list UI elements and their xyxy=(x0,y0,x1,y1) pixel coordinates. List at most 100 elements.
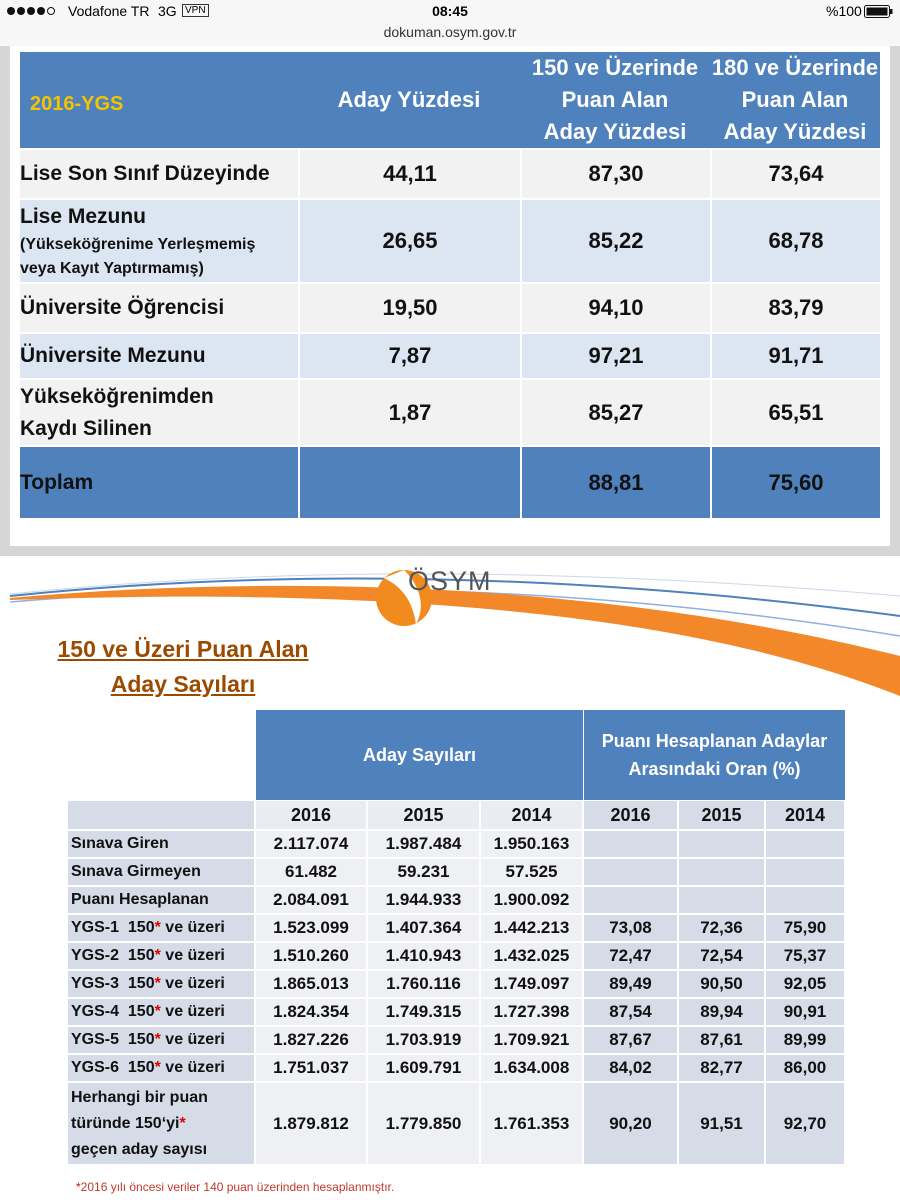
t1-cell: 68,78 xyxy=(710,200,880,282)
text-line: veya Kayıt Yaptırmamış) xyxy=(20,260,204,277)
t1-row-label: Üniversite Öğrencisi xyxy=(20,284,298,332)
t2-cell: 90,20 xyxy=(583,1082,678,1165)
footnote: *2016 yılı öncesi veriler 140 puan üzeri… xyxy=(76,1180,395,1194)
battery: %100 xyxy=(826,3,862,19)
asterisk: * xyxy=(154,919,161,936)
t2-row-label: YGS-4 150* ve üzeri xyxy=(67,998,255,1026)
vpn: VPN xyxy=(182,4,209,17)
t2-cell: 1.760.116 xyxy=(367,970,480,998)
t2-cell: 1.879.812 xyxy=(255,1082,367,1165)
t1-row: Üniversite Mezunu 7,87 97,21 91,71 xyxy=(20,332,880,378)
t1-cell: 19,50 xyxy=(298,284,520,332)
t2-row-label: YGS-6 150* ve üzeri xyxy=(67,1054,255,1082)
text-line: geçen aday sayısı xyxy=(71,1140,208,1158)
slide-title: 150 ve Üzeri Puan Alan Aday Sayıları xyxy=(20,632,346,702)
text-line: YGS-5 150* ve üzeri xyxy=(71,1031,225,1048)
logo-text: ÖSYM xyxy=(408,566,492,596)
t1-cell: 91,71 xyxy=(710,334,880,378)
t1-header-cell: 180 ve Üzerinde Puan Alan Aday Yüzdesi xyxy=(710,52,880,148)
t2-cell: 1.900.092 xyxy=(480,886,583,914)
t2-cell: 89,49 xyxy=(583,970,678,998)
text-line: Arasındaki Oran (%) xyxy=(628,759,801,779)
text-line: Puan Alan xyxy=(561,87,669,112)
t1-cell: 73,64 xyxy=(710,150,880,198)
text-line: YGS-1 150* ve üzeri xyxy=(71,919,225,936)
t1-cell: 7,87 xyxy=(298,334,520,378)
text-line: Sınava Giren xyxy=(71,835,169,852)
t2-cell: 90,50 xyxy=(678,970,765,998)
t1-row-label: Lise Mezunu (Yükseköğrenime Yerleşmemiş ve… xyxy=(20,200,298,282)
t2-cell xyxy=(583,858,678,886)
t2-cell: 59.231 xyxy=(367,858,480,886)
t2-row-label: YGS-5 150* ve üzeri xyxy=(67,1026,255,1054)
t1-cell xyxy=(298,447,520,518)
t2-row-label: Herhangi bir puan türünde 150‘yi* geçen ad… xyxy=(67,1082,255,1165)
t2-cell: 1.407.364 xyxy=(367,914,480,942)
text-line: Herhangi bir puan xyxy=(71,1088,208,1106)
text-line: (Yükseköğrenime Yerleşmemiş xyxy=(20,236,256,253)
t1-cell: 85,22 xyxy=(520,200,710,282)
t1-row-label: Lise Son Sınıf Düzeyinde xyxy=(20,150,298,198)
t2-cell: 1.634.008 xyxy=(480,1054,583,1082)
t2-cell: 1.410.943 xyxy=(367,942,480,970)
text-line: 2016-YGS xyxy=(30,93,124,115)
t2-cell xyxy=(583,886,678,914)
text-line: Lise Mezunu xyxy=(20,205,147,228)
text-line: Lise Son Sınıf Düzeyinde xyxy=(20,162,270,185)
t2-cell xyxy=(765,858,845,886)
t2-cell: 1.432.025 xyxy=(480,942,583,970)
t2-cell: 1.749.097 xyxy=(480,970,583,998)
t2-cell: 89,99 xyxy=(765,1026,845,1054)
t2-year: 2015 xyxy=(678,800,765,830)
text-line: 180 ve Üzerinde xyxy=(711,55,879,80)
t1-cell: 97,21 xyxy=(520,334,710,378)
t2-cell: 1.865.013 xyxy=(255,970,367,998)
t2-cell: 1.761.353 xyxy=(480,1082,583,1165)
t2-cell xyxy=(678,886,765,914)
url: dokuman.osym.gov.tr xyxy=(383,24,517,40)
t1-cell: 75,60 xyxy=(710,447,880,518)
network: 3G xyxy=(158,3,177,19)
t2-year: 2014 xyxy=(480,800,583,830)
t1-cell: 26,65 xyxy=(298,200,520,282)
text-line: Aday Sayıları xyxy=(362,745,477,765)
t2-year: 2015 xyxy=(367,800,480,830)
t2-cell: 73,08 xyxy=(583,914,678,942)
asterisk: * xyxy=(154,1003,161,1020)
carrier: Vodafone TR xyxy=(68,3,150,19)
t2-cell: 1.709.921 xyxy=(480,1026,583,1054)
t2-cell: 1.987.484 xyxy=(367,830,480,858)
t1-cell: 85,27 xyxy=(520,380,710,445)
t1-row-label: Toplam xyxy=(20,447,298,518)
t2-cell: 84,02 xyxy=(583,1054,678,1082)
text-line: Aday Yüzdesi xyxy=(723,119,867,144)
t2-cell: 1.609.791 xyxy=(367,1054,480,1082)
t2-cell xyxy=(678,830,765,858)
t1-header-cell: 2016-YGS xyxy=(20,52,298,148)
t2-cell: 1.749.315 xyxy=(367,998,480,1026)
signal-icon xyxy=(7,7,55,15)
t2-cell: 75,90 xyxy=(765,914,845,942)
text-line: Sınava Girmeyen xyxy=(71,863,201,880)
t1-row: Lise Son Sınıf Düzeyinde 44,11 87,30 73,64 xyxy=(20,148,880,198)
t2-cell: 92,05 xyxy=(765,970,845,998)
text-line: Toplam xyxy=(20,470,94,494)
asterisk: * xyxy=(154,1059,161,1076)
text-line: Puan Alan xyxy=(741,87,849,112)
t2-cell: 82,77 xyxy=(678,1054,765,1082)
t2-cell: 1.442.213 xyxy=(480,914,583,942)
asterisk: * xyxy=(179,1114,186,1132)
t2-cell: 91,51 xyxy=(678,1082,765,1165)
text-line: Aday Yüzdesi xyxy=(337,87,481,112)
swoosh xyxy=(9,570,900,696)
t2-row-label: YGS-2 150* ve üzeri xyxy=(67,942,255,970)
t2-cell: 87,61 xyxy=(678,1026,765,1054)
t2-cell: 1.727.398 xyxy=(480,998,583,1026)
text-line: Kaydı Silinen xyxy=(20,416,152,440)
t2-cell: 1.779.850 xyxy=(367,1082,480,1165)
status-bar xyxy=(0,0,900,46)
t2-cell: 1.824.354 xyxy=(255,998,367,1026)
t1-header: 2016-YGS Aday Yüzdesi 150 ve Üzerinde Puan … xyxy=(20,52,880,148)
text-line: YGS-6 150* ve üzeri xyxy=(71,1059,225,1076)
t2-year: 2016 xyxy=(255,800,367,830)
